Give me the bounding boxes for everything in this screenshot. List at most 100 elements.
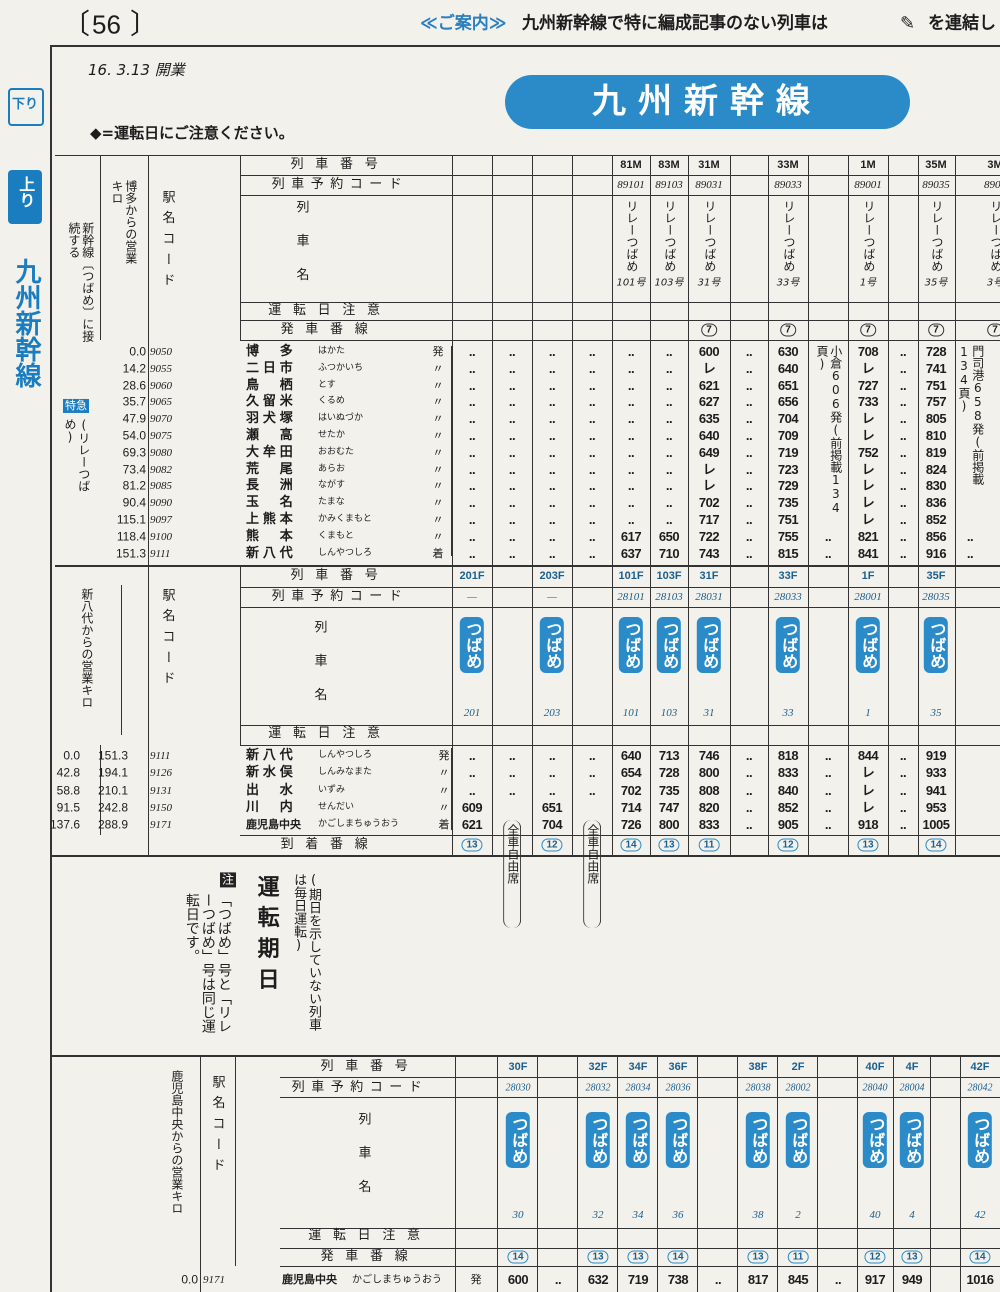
station-name: 羽犬塚 <box>246 411 297 427</box>
train-number: 40F <box>865 1060 885 1073</box>
guide-tail: を連結し <box>928 13 996 34</box>
station-name: 上熊本 <box>246 511 297 527</box>
train-number: 42F <box>970 1060 990 1073</box>
reservation-code: 89035 <box>922 178 950 191</box>
train-no: 103 <box>660 706 678 719</box>
time: 702 <box>698 495 720 511</box>
train-number: 34F <box>628 1060 648 1073</box>
reservation-code: 28036 <box>665 1082 691 1094</box>
label: 列車名 <box>311 620 327 722</box>
time: 640 <box>698 427 720 443</box>
time: .. <box>966 528 974 544</box>
time: .. <box>745 799 753 815</box>
station-code: 9171 <box>203 1273 225 1286</box>
station-code: 9055 <box>150 362 172 375</box>
rule-line <box>768 565 769 855</box>
train-name: つばめ <box>775 617 801 673</box>
station-code: 9150 <box>150 801 172 814</box>
time: 722 <box>698 528 720 544</box>
train-number: 35M <box>925 158 947 171</box>
time: .. <box>508 461 516 477</box>
train-name: つばめ <box>505 1112 531 1168</box>
station-mark: 発 <box>432 344 444 358</box>
rule-line <box>688 565 689 855</box>
train-name: つばめ <box>745 1112 771 1168</box>
reservation-code: 28002 <box>785 1082 811 1094</box>
train-name: つばめ <box>923 617 949 673</box>
time: .. <box>508 782 516 798</box>
rule-line <box>492 155 493 565</box>
label: 運転日注意 <box>308 1227 432 1243</box>
train-number: 33F <box>778 569 798 582</box>
train-number: 31F <box>699 569 719 582</box>
period-text: (期日を示していない列車は毎日運転) <box>291 873 321 1031</box>
time: 714 <box>620 799 642 815</box>
track: 7 <box>860 323 876 337</box>
time: 916 <box>925 545 947 561</box>
label: 発車番線 <box>320 1248 420 1264</box>
arrival-track: 14 <box>620 838 642 852</box>
time: .. <box>824 782 832 798</box>
time: .. <box>824 545 832 561</box>
time: 918 <box>857 817 879 833</box>
station-code: 9050 <box>150 345 172 358</box>
station-mark: 〃 <box>432 462 444 476</box>
rule-line <box>817 1055 818 1292</box>
station-kana: せんだい <box>318 801 355 812</box>
time: .. <box>508 528 516 544</box>
track: 14 <box>667 1250 689 1264</box>
station-kana: はいぬづか <box>318 413 364 424</box>
time: .. <box>745 765 753 781</box>
train-no: 40 <box>869 1208 881 1221</box>
up-box <box>8 170 42 224</box>
station-kana: くるめ <box>318 396 345 407</box>
train-number: 38F <box>748 1060 768 1073</box>
time: .. <box>548 377 556 393</box>
time: .. <box>824 528 832 544</box>
time: 852 <box>925 511 947 527</box>
page-number: 56 <box>92 9 121 40</box>
train-name: つばめ <box>855 617 881 673</box>
time: .. <box>824 747 832 763</box>
time: .. <box>627 411 635 427</box>
station-code: 9111 <box>150 749 171 762</box>
station-name: 鳥栖 <box>246 377 314 393</box>
opening-date: 16. 3.13 開業 <box>88 60 185 79</box>
time: 637 <box>620 545 642 561</box>
time: 630 <box>777 343 799 359</box>
rule-line <box>612 565 613 855</box>
label: 列車予約コード <box>291 1079 429 1095</box>
time: .. <box>548 343 556 359</box>
station-name: 二日市 <box>246 360 297 376</box>
rule-line <box>955 565 956 855</box>
time: .. <box>588 394 596 410</box>
time: .. <box>899 747 907 763</box>
train-number: 2F <box>791 1060 805 1073</box>
time: .. <box>714 1271 722 1287</box>
time: 713 <box>658 747 680 763</box>
time: .. <box>508 478 516 494</box>
time: 833 <box>698 817 720 833</box>
track: 7 <box>780 323 796 337</box>
rule-line <box>240 175 1000 176</box>
train-no: 36 <box>672 1208 684 1221</box>
time: .. <box>468 545 476 561</box>
time: 800 <box>698 765 720 781</box>
time: 852 <box>777 799 799 815</box>
rule-line <box>737 1055 738 1292</box>
time: 708 <box>857 343 879 359</box>
time: 632 <box>587 1271 609 1287</box>
time: .. <box>548 411 556 427</box>
time: 819 <box>925 444 947 460</box>
rule-line <box>612 155 613 565</box>
arrival-track: 12 <box>777 838 799 852</box>
station-km: 288.9 <box>97 817 128 832</box>
time: .. <box>468 343 476 359</box>
time: .. <box>824 817 832 833</box>
track: 13 <box>901 1250 923 1264</box>
station-km: 0.0 <box>181 1272 198 1287</box>
train-name: つばめ <box>967 1112 993 1168</box>
time: .. <box>745 528 753 544</box>
train-no: 42 <box>974 1208 986 1221</box>
station-km: 35.7 <box>122 394 146 409</box>
